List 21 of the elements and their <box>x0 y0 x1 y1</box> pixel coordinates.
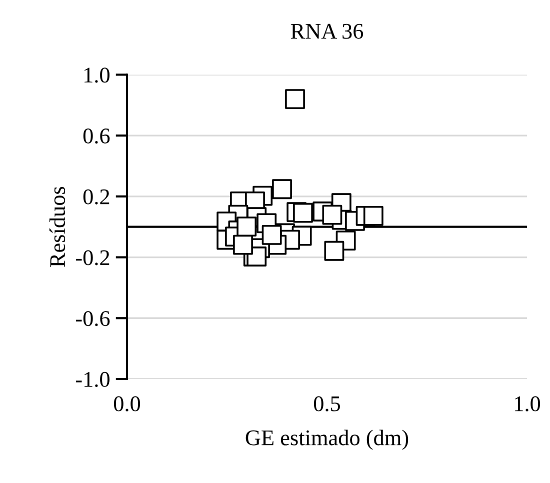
y-tick-label: -0.6 <box>76 311 110 326</box>
x-tick-label: 0.0 <box>114 396 140 412</box>
point <box>236 216 257 237</box>
y-tick-label: 0.2 <box>83 189 110 204</box>
point <box>272 179 292 200</box>
y-tick-label: -1.0 <box>76 372 110 388</box>
chart-title: RNA 36 <box>290 24 364 39</box>
point <box>233 234 253 255</box>
y-tick-label: -0.2 <box>76 250 110 266</box>
point <box>262 224 282 245</box>
point <box>322 204 342 225</box>
y-tick-label: 0.6 <box>83 128 110 144</box>
y-axis-title: Resíduos <box>49 186 66 267</box>
point <box>285 89 305 110</box>
point <box>293 202 313 223</box>
x-tick-label: 1.0 <box>515 396 540 412</box>
x-tick-label: 0.5 <box>314 396 340 412</box>
point <box>363 206 384 226</box>
y-tick-label: 1.0 <box>84 68 110 83</box>
x-axis-title: GE estimado (dm) <box>246 430 408 450</box>
point <box>324 240 344 261</box>
